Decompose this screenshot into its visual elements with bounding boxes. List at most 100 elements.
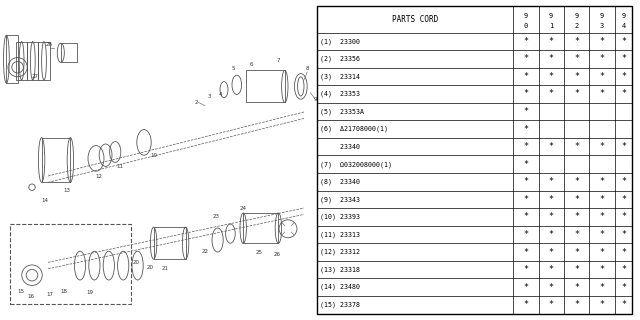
Text: *: * — [600, 54, 604, 63]
Text: 13: 13 — [64, 188, 70, 193]
Text: (13) 23318: (13) 23318 — [320, 267, 360, 273]
Text: *: * — [600, 37, 604, 46]
Text: 16: 16 — [27, 294, 34, 299]
Text: *: * — [574, 72, 579, 81]
Text: *: * — [548, 90, 554, 99]
Text: 9: 9 — [549, 12, 554, 19]
Text: *: * — [548, 230, 554, 239]
Text: *: * — [574, 265, 579, 274]
Text: *: * — [524, 54, 529, 63]
Text: 21: 21 — [161, 266, 168, 271]
Bar — [243, 213, 278, 243]
Text: (2)  23356: (2) 23356 — [320, 56, 360, 62]
Text: *: * — [600, 195, 604, 204]
Text: *: * — [524, 124, 529, 134]
Bar — [246, 70, 285, 102]
Text: (14) 23480: (14) 23480 — [320, 284, 360, 291]
Text: *: * — [548, 37, 554, 46]
Text: 3: 3 — [208, 93, 211, 99]
Text: *: * — [600, 283, 604, 292]
Text: *: * — [524, 160, 529, 169]
Text: 7: 7 — [276, 58, 280, 63]
Text: 5: 5 — [232, 67, 236, 71]
Text: *: * — [621, 195, 627, 204]
Text: 18: 18 — [61, 289, 67, 294]
Text: *: * — [600, 90, 604, 99]
Text: 0: 0 — [524, 23, 528, 29]
Bar — [42, 138, 70, 182]
Text: 25: 25 — [256, 250, 262, 255]
Text: *: * — [574, 90, 579, 99]
Text: 26: 26 — [46, 42, 53, 47]
Text: (15) 23378: (15) 23378 — [320, 301, 360, 308]
Text: 20: 20 — [132, 260, 140, 265]
Text: 11: 11 — [116, 164, 124, 169]
Text: 1: 1 — [549, 23, 554, 29]
Text: *: * — [524, 107, 529, 116]
Text: *: * — [548, 142, 554, 151]
Text: *: * — [574, 195, 579, 204]
Text: *: * — [600, 177, 604, 186]
Text: *: * — [524, 142, 529, 151]
Bar — [10, 224, 131, 304]
Text: *: * — [548, 248, 554, 257]
Text: *: * — [574, 37, 579, 46]
Text: *: * — [548, 195, 554, 204]
Text: (9)  23343: (9) 23343 — [320, 196, 360, 203]
Text: 26: 26 — [273, 252, 280, 257]
Text: 27: 27 — [32, 74, 38, 79]
Text: *: * — [524, 265, 529, 274]
Text: (10) 23393: (10) 23393 — [320, 214, 360, 220]
Text: 3: 3 — [600, 23, 604, 29]
Text: (11) 23313: (11) 23313 — [320, 231, 360, 238]
Text: 15: 15 — [17, 289, 24, 294]
Text: *: * — [600, 230, 604, 239]
Bar — [27, 42, 38, 80]
Text: *: * — [548, 54, 554, 63]
Text: *: * — [600, 248, 604, 257]
Text: *: * — [600, 212, 604, 221]
Text: *: * — [574, 212, 579, 221]
Text: *: * — [524, 283, 529, 292]
Text: 24: 24 — [240, 205, 246, 211]
Text: *: * — [524, 90, 529, 99]
Text: *: * — [621, 300, 627, 309]
Text: *: * — [621, 54, 627, 63]
Text: 20: 20 — [147, 265, 154, 270]
Bar — [6, 35, 18, 83]
Text: 19: 19 — [86, 291, 93, 295]
Text: 23340: 23340 — [320, 144, 360, 150]
Text: *: * — [574, 230, 579, 239]
Text: 23: 23 — [212, 214, 220, 219]
Text: *: * — [600, 142, 604, 151]
Text: *: * — [524, 72, 529, 81]
Text: *: * — [621, 72, 627, 81]
Text: PARTS CORD: PARTS CORD — [392, 15, 438, 24]
Text: (4)  23353: (4) 23353 — [320, 91, 360, 97]
Bar — [154, 227, 186, 259]
Text: *: * — [548, 72, 554, 81]
Text: (3)  23314: (3) 23314 — [320, 73, 360, 80]
Text: 2: 2 — [195, 100, 198, 105]
Text: *: * — [548, 265, 554, 274]
Text: *: * — [548, 212, 554, 221]
Text: (12) 23312: (12) 23312 — [320, 249, 360, 255]
Text: 10: 10 — [150, 153, 157, 158]
Text: *: * — [524, 37, 529, 46]
Text: *: * — [621, 37, 627, 46]
Text: 9: 9 — [524, 12, 528, 19]
Text: 9: 9 — [600, 12, 604, 19]
Text: *: * — [524, 230, 529, 239]
Bar — [38, 42, 50, 80]
Text: 6: 6 — [250, 61, 253, 67]
Text: *: * — [548, 300, 554, 309]
Text: *: * — [574, 248, 579, 257]
Text: 4: 4 — [219, 92, 223, 97]
Text: 8: 8 — [305, 67, 309, 71]
Text: *: * — [524, 177, 529, 186]
Text: *: * — [600, 300, 604, 309]
Text: *: * — [524, 212, 529, 221]
Text: *: * — [621, 142, 627, 151]
Text: (8)  23340: (8) 23340 — [320, 179, 360, 185]
Text: *: * — [574, 283, 579, 292]
